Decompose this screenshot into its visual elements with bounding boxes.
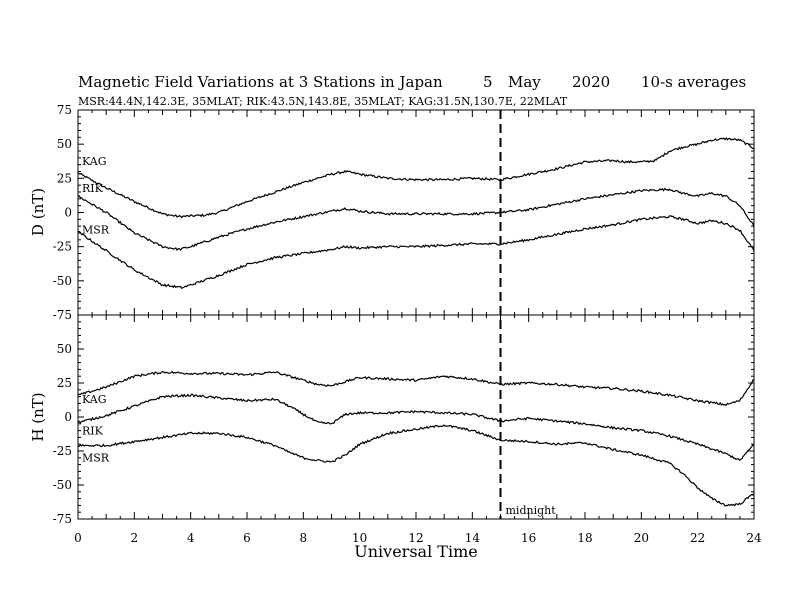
h-series — [77, 370, 755, 507]
series-line-h-kag — [77, 370, 755, 407]
y-tick-label: 0 — [64, 206, 72, 220]
h-y-ticks: 50 25 0 -25 -50 -75 — [53, 314, 754, 526]
series-label-msr: MSR — [82, 224, 110, 237]
y-tick-label: 50 — [57, 342, 72, 356]
x-tick-labels: 0 2 4 6 8 10 12 14 16 18 20 22 24 — [74, 531, 762, 545]
y-tick-label: -75 — [53, 512, 72, 526]
y-tick-label: -25 — [53, 240, 72, 254]
series-label-kag: KAG — [82, 393, 107, 406]
d-series — [77, 137, 755, 290]
y-tick-label: 0 — [64, 410, 72, 424]
x-tick-label: 6 — [243, 531, 251, 545]
chart-title: Magnetic Field Variations at 3 Stations … — [78, 73, 443, 91]
x-axis-label: Universal Time — [354, 542, 477, 561]
x-tick-label: 12 — [408, 531, 423, 545]
series-label-rik: RIK — [82, 424, 104, 437]
x-tick-label: 20 — [634, 531, 649, 545]
date-day: 5 — [483, 73, 493, 91]
date-year: 2020 — [572, 73, 610, 91]
series-label-msr: MSR — [82, 452, 110, 465]
x-tick-label: 0 — [74, 531, 82, 545]
y-tick-label: -25 — [53, 444, 72, 458]
y-tick-label: 25 — [57, 171, 72, 185]
x-tick-label: 10 — [352, 531, 367, 545]
series-line-d-kag — [77, 137, 755, 219]
x-tick-label: 22 — [690, 531, 705, 545]
x-tick-label: 2 — [131, 531, 139, 545]
y-tick-label: 25 — [57, 376, 72, 390]
y-tick-label: -50 — [53, 478, 72, 492]
d-y-ticks: 75 50 25 0 -25 -50 -75 — [53, 103, 754, 322]
d-x-ticks — [77, 110, 755, 315]
series-line-d-msr — [77, 215, 755, 290]
x-tick-label: 4 — [187, 531, 195, 545]
x-tick-label: 8 — [300, 531, 308, 545]
station-list: MSR:44.4N,142.3E, 35MLAT; RIK:43.5N,143.… — [78, 95, 568, 108]
h-panel: 50 25 0 -25 -50 -75 KAG RIK MSR H (nT) — [29, 314, 755, 526]
x-tick-label: 24 — [746, 531, 762, 545]
series-label-kag: KAG — [82, 155, 107, 168]
averaging-note: 10-s averages — [641, 73, 746, 91]
x-tick-label: 18 — [577, 531, 592, 545]
series-line-h-rik — [77, 393, 755, 462]
h-x-ticks — [77, 315, 755, 519]
h-y-axis-label: H (nT) — [29, 392, 47, 441]
h-series-labels: KAG RIK MSR — [82, 393, 110, 464]
series-label-rik: RIK — [82, 182, 104, 195]
y-tick-label: 75 — [57, 103, 72, 117]
midnight-label: midnight — [506, 504, 557, 517]
d-panel: 75 50 25 0 -25 -50 -75 KAG RIK MSR D (nT) — [29, 103, 755, 322]
series-line-d-rik — [77, 187, 755, 251]
x-tick-label: 14 — [465, 531, 481, 545]
series-line-h-msr — [77, 424, 755, 507]
date-month: May — [508, 73, 541, 91]
d-series-labels: KAG RIK MSR — [82, 155, 110, 237]
y-tick-label: -75 — [53, 308, 72, 322]
y-tick-label: -50 — [53, 274, 72, 288]
h-panel-frame — [77, 314, 755, 520]
x-tick-label: 16 — [521, 531, 536, 545]
d-y-axis-label: D (nT) — [29, 188, 47, 236]
d-panel-frame — [77, 109, 755, 316]
y-tick-label: 50 — [57, 137, 72, 151]
